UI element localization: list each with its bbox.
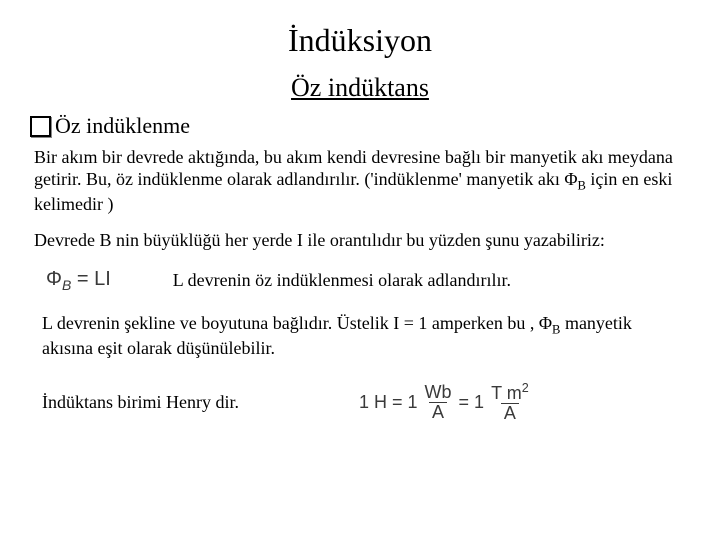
paragraph-2: Devrede B nin büyüklüğü her yerde I ile … (34, 230, 686, 252)
unit-row: İndüktans birimi Henry dir. 1 H = 1 Wb A… (42, 382, 686, 423)
paragraph-1: Bir akım bir devrede aktığında, bu akım … (34, 147, 686, 216)
slide-subtitle: Öz indüktans (34, 73, 686, 103)
fraction-1: Wb A (422, 383, 455, 422)
frac2-num-sup: 2 (522, 381, 529, 395)
eq1-lhs: Φ (46, 268, 62, 290)
eq1-sub: B (62, 277, 71, 293)
equation-henry-unit: 1 H = 1 Wb A = 1 T m2 A (359, 382, 536, 423)
equation-phi-li: ΦB = LI (40, 266, 117, 295)
bullet-label: Öz indüklenme (55, 113, 190, 139)
bullet-item: Öz indüklenme (30, 113, 686, 139)
frac2-num-base: T m (491, 383, 522, 403)
fraction-2: T m2 A (488, 382, 532, 423)
slide: İndüksiyon Öz indüktans Öz indüklenme Bi… (0, 0, 720, 540)
frac2-den: A (501, 403, 519, 423)
eq2-mid: = 1 (459, 392, 485, 413)
slide-title: İndüksiyon (34, 22, 686, 59)
p3-a: L devrenin şekline ve boyutuna bağlıdır.… (42, 313, 552, 333)
frac1-num: Wb (422, 383, 455, 402)
equation-1-caption: L devrenin öz indüklenmesi olarak adland… (173, 270, 511, 291)
p1-subscript: B (578, 179, 586, 193)
frac2-num: T m2 (488, 382, 532, 403)
equation-row-1: ΦB = LI L devrenin öz indüklenmesi olara… (34, 266, 686, 295)
eq1-rhs: = LI (71, 268, 110, 290)
unit-text: İndüktans birimi Henry dir. (42, 392, 239, 413)
square-bullet-icon (30, 116, 51, 137)
frac1-den: A (429, 402, 447, 422)
eq2-lead: 1 H = 1 (359, 392, 418, 413)
paragraph-3: L devrenin şekline ve boyutuna bağlıdır.… (42, 313, 686, 360)
